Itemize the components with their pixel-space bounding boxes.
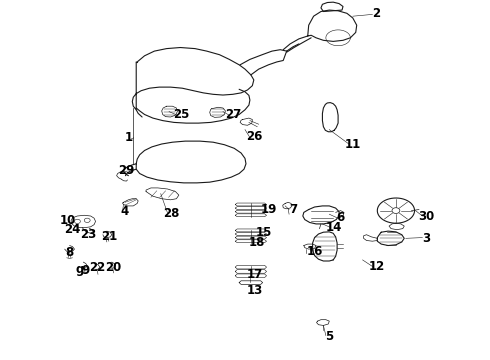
Text: 9: 9 <box>82 264 90 276</box>
Text: 14: 14 <box>326 221 343 234</box>
Text: 25: 25 <box>173 108 190 121</box>
Text: 4: 4 <box>121 205 129 218</box>
Text: 26: 26 <box>245 130 262 143</box>
Circle shape <box>392 208 400 213</box>
Text: 12: 12 <box>368 260 385 273</box>
Text: 6: 6 <box>337 211 344 224</box>
Text: 19: 19 <box>260 203 277 216</box>
Text: g: g <box>75 264 84 276</box>
Text: 5: 5 <box>325 330 333 343</box>
Text: 2: 2 <box>372 7 380 20</box>
Text: 28: 28 <box>163 207 180 220</box>
Text: 18: 18 <box>249 237 266 249</box>
Text: 7: 7 <box>289 203 297 216</box>
Text: 29: 29 <box>118 165 135 177</box>
Text: 17: 17 <box>246 268 263 281</box>
Text: 13: 13 <box>246 284 263 297</box>
Text: 15: 15 <box>255 226 272 239</box>
Text: 27: 27 <box>225 108 242 121</box>
Text: 16: 16 <box>306 245 323 258</box>
Text: 1: 1 <box>124 131 132 144</box>
Text: 10: 10 <box>59 214 76 227</box>
Text: 23: 23 <box>80 228 97 241</box>
Text: 8: 8 <box>66 246 74 259</box>
Text: 3: 3 <box>422 232 430 245</box>
Text: 20: 20 <box>105 261 122 274</box>
Text: 22: 22 <box>89 261 105 274</box>
Text: 24: 24 <box>64 223 81 236</box>
Text: 11: 11 <box>344 138 361 151</box>
Text: 21: 21 <box>100 230 117 243</box>
Text: 30: 30 <box>418 210 435 223</box>
